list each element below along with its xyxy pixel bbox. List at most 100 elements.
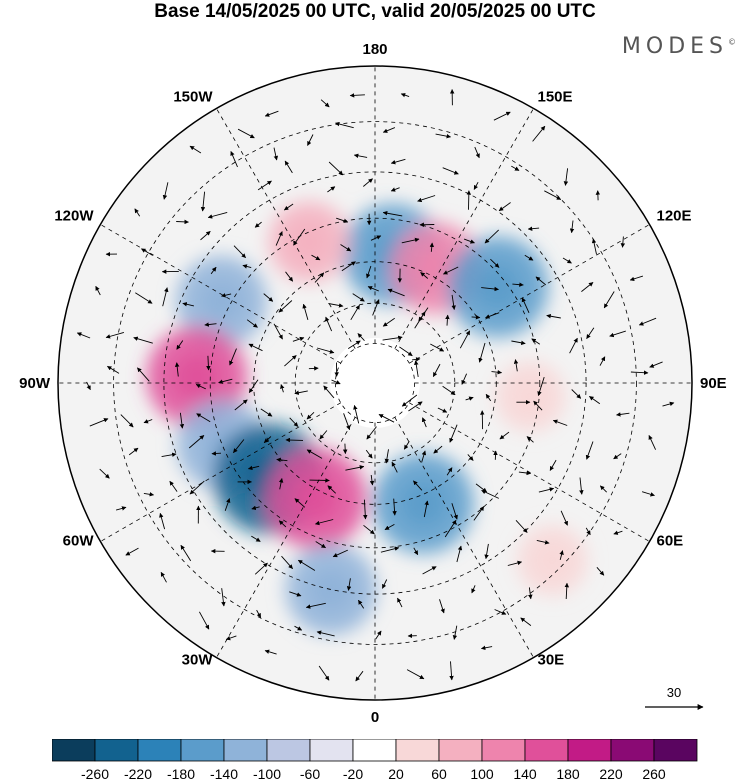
wind-arrow <box>169 480 178 492</box>
wind-arrow <box>498 202 511 212</box>
wind-arrow <box>493 111 511 121</box>
wind-arrow <box>248 379 259 393</box>
wind-arrow <box>400 93 410 98</box>
colorbar-box <box>438 739 483 762</box>
wind-arrow <box>325 316 333 332</box>
wind-arrow <box>609 330 626 338</box>
wind-arrow <box>328 303 344 308</box>
colorbar-box <box>180 739 225 762</box>
wind-arrow <box>263 293 274 302</box>
colorbar-tick-label: 180 <box>556 766 580 782</box>
colorbar-tick-label: -260 <box>81 766 109 782</box>
wind-arrow <box>174 362 180 377</box>
wind-arrow <box>230 150 238 168</box>
wind-arrow <box>461 373 468 385</box>
wind-arrow <box>408 401 423 412</box>
wind-arrow <box>392 498 397 516</box>
meridian-line <box>216 108 356 349</box>
wind-arrow <box>507 560 523 566</box>
wind-arrow <box>444 519 457 538</box>
polar-cap <box>330 338 420 428</box>
wind-arrow <box>537 376 545 397</box>
wind-arrow <box>562 257 572 264</box>
wind-arrow <box>248 343 263 352</box>
colorbar-box <box>309 739 354 762</box>
wind-arrow <box>189 480 205 495</box>
wind-arrow <box>528 587 533 600</box>
wind-arrow <box>620 236 626 248</box>
wind-arrow <box>297 559 316 571</box>
wind-arrow <box>275 231 283 246</box>
wind-arrow <box>515 519 528 533</box>
wind-arrow <box>452 625 458 640</box>
colorbar-box <box>395 739 440 762</box>
meridian-line <box>409 224 650 364</box>
wind-arrow <box>162 182 169 200</box>
wind-arrow <box>564 582 570 600</box>
wind-arrow <box>294 390 308 395</box>
wind-arrow <box>459 330 471 349</box>
wind-arrow <box>613 453 622 460</box>
colorbar-tick-label: 100 <box>470 766 494 782</box>
wind-arrow <box>387 288 405 297</box>
wind-arrow <box>233 439 245 454</box>
brand-mark: © <box>728 37 736 47</box>
wind-arrow <box>649 361 663 368</box>
wind-arrow <box>340 244 352 252</box>
wind-arrow <box>273 147 279 161</box>
wind-arrow <box>315 541 326 549</box>
colorbar-tick-label: 260 <box>642 766 666 782</box>
wind-arrow <box>629 275 644 282</box>
reference-vector-label: 30 <box>667 685 681 700</box>
wind-arrow <box>475 483 488 493</box>
wind-arrow <box>285 271 294 282</box>
wind-arrow <box>372 299 380 316</box>
wind-arrow <box>278 300 293 313</box>
wind-arrow <box>306 449 323 459</box>
anomaly-core <box>290 223 328 260</box>
wind-arrow <box>137 367 150 382</box>
longitude-label: 90E <box>700 375 727 392</box>
wind-arrow <box>264 649 277 655</box>
wind-arrow <box>264 110 279 117</box>
wind-arrow <box>511 165 520 171</box>
colorbar-box <box>52 739 96 762</box>
wind-arrow <box>363 524 375 535</box>
wind-arrow <box>355 670 364 682</box>
wind-arrow <box>521 297 530 313</box>
wind-arrow <box>463 238 475 244</box>
wind-arrow <box>536 539 550 545</box>
wind-arrow <box>589 396 601 405</box>
longitude-label: 60E <box>657 533 684 550</box>
wind-arrow <box>320 99 330 108</box>
wind-arrow <box>107 365 120 374</box>
wind-arrow <box>480 645 493 651</box>
wind-arrow <box>305 602 326 609</box>
wind-arrow <box>306 411 315 420</box>
wind-arrow <box>401 394 418 407</box>
longitude-label: 30E <box>538 652 565 669</box>
wind-arrow <box>283 203 294 211</box>
wind-arrow <box>281 555 293 570</box>
colorbar: -260 -220 -180 -140 -100 -60 -20 20 60 100 140 180 2… <box>52 739 698 782</box>
modes-logo: MODES© <box>622 34 736 59</box>
wind-arrow <box>294 498 306 508</box>
wind-arrow <box>292 336 305 342</box>
wind-arrow <box>382 127 396 133</box>
longitude-label: 120E <box>657 208 692 225</box>
wind-arrow <box>308 366 319 371</box>
wind-arrow <box>471 585 476 594</box>
wind-arrow <box>256 609 262 618</box>
wind-arrow <box>382 335 403 341</box>
longitude-label: 0 <box>371 709 379 726</box>
wind-arrow <box>442 385 456 396</box>
wind-arrow <box>210 266 217 275</box>
wind-arrow <box>524 254 534 261</box>
wind-arrow <box>318 665 330 681</box>
wind-arrow <box>366 426 377 440</box>
wind-arrow <box>442 266 459 275</box>
wind-arrow <box>613 530 623 535</box>
wind-arrow <box>319 430 328 440</box>
wind-arrow <box>363 178 373 187</box>
colorbar-box <box>137 739 182 762</box>
